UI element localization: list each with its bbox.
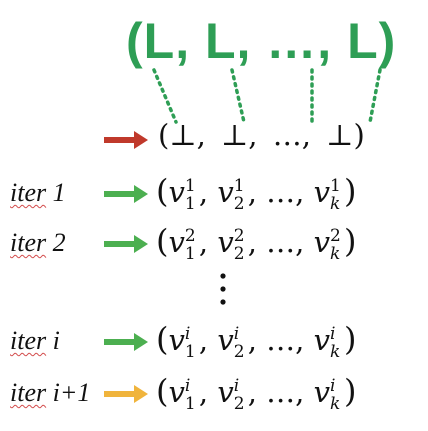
vertical-dots-icon (220, 273, 226, 305)
bottom-element-tuple: (⊥, ⊥, …, ⊥) (158, 118, 365, 152)
iter-number: i+1 (52, 378, 91, 407)
connector-line-2 (230, 68, 246, 124)
iter-label: iter i (10, 326, 60, 356)
lattice-top-tuple: (L, L, …, L) (126, 13, 397, 69)
connector-line-4 (368, 68, 382, 124)
iter-word: iter (10, 228, 47, 257)
iter-number: 1 (52, 178, 66, 207)
yellow-right-arrow-icon (104, 385, 148, 403)
green-right-arrow-icon (104, 235, 148, 253)
green-right-arrow-icon (104, 185, 148, 203)
iter-label: iter i+1 (10, 378, 90, 408)
init-row (0, 118, 428, 160)
iter-label: iter 1 (10, 178, 66, 208)
iter-word: iter (10, 178, 47, 207)
connector-line-1 (152, 68, 178, 124)
iter-word: iter (10, 378, 47, 407)
iter-label: iter 2 (10, 228, 66, 258)
red-right-arrow-icon (104, 131, 148, 149)
iter-number: 2 (52, 228, 66, 257)
green-right-arrow-icon (104, 333, 148, 351)
iter-word: iter (10, 326, 47, 355)
iter-number: i (52, 326, 60, 355)
